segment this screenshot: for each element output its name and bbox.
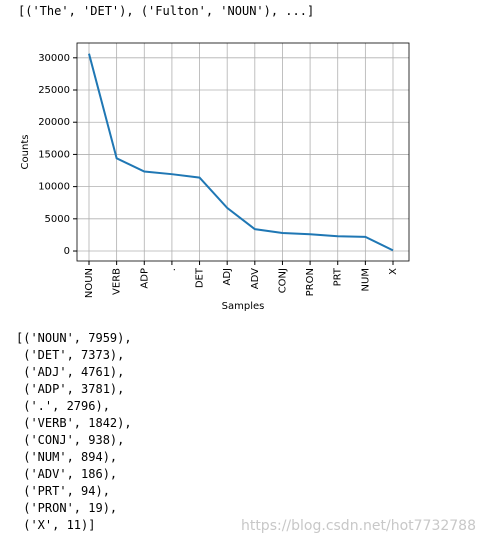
output-line: ('ADJ', 4761), — [16, 365, 125, 379]
x-tick-label: PRON — [305, 268, 316, 296]
chart: 0 5000 10000 15000 20000 25000 30000 NOUN VERB AD… — [20, 42, 410, 312]
y-axis-label: Counts — [20, 135, 31, 170]
x-tick-label: . — [167, 268, 178, 271]
x-tick-label: NOUN — [84, 268, 95, 298]
x-axis-label: Samples — [222, 301, 265, 312]
output-line: ('PRT', 94), — [16, 484, 110, 498]
x-tick-label: PRT — [333, 267, 344, 286]
line — [88, 53, 394, 252]
x-tick-label: NUM — [360, 268, 371, 291]
x-tick-label: ADJ — [222, 268, 233, 286]
y-tick-label: 25000 — [38, 85, 70, 96]
output-line: ('CONJ', 938), — [16, 433, 125, 447]
y-tick-label: 20000 — [38, 117, 70, 128]
output-line: ('.', 2796), — [16, 399, 110, 413]
output-text: [('The', 'DET'), ('Fulton', 'NOUN'), ...… — [18, 4, 315, 18]
output-line: ('ADP', 3781), — [16, 382, 125, 396]
x-tick-label: VERB — [112, 268, 123, 295]
y-tick-label: 0 — [64, 246, 70, 257]
x-tick-label: DET — [195, 267, 206, 288]
output-line: [('NOUN', 7959), — [16, 331, 132, 345]
output-line: ('PRON', 19), — [16, 501, 118, 515]
x-tick-label: ADP — [139, 268, 150, 289]
y-tick-label: 5000 — [45, 214, 70, 225]
output-line: ('VERB', 1842), — [16, 416, 132, 430]
y-tick-label: 15000 — [38, 149, 70, 160]
output-line: ('NUM', 894), — [16, 450, 118, 464]
x-tick-label: X — [388, 268, 399, 275]
output-line: ('ADV', 186), — [16, 467, 118, 481]
x-tick-label: CONJ — [277, 268, 288, 293]
output-line: ('X', 11)] — [16, 518, 96, 532]
y-tick-label: 30000 — [38, 53, 70, 64]
output-line: ('DET', 7373), — [16, 348, 125, 362]
plot-frame — [76, 42, 410, 262]
y-tick-label: 10000 — [38, 182, 70, 193]
watermark: https://blog.csdn.net/hot7732788 — [240, 518, 476, 534]
x-tick-label: ADV — [250, 268, 261, 289]
